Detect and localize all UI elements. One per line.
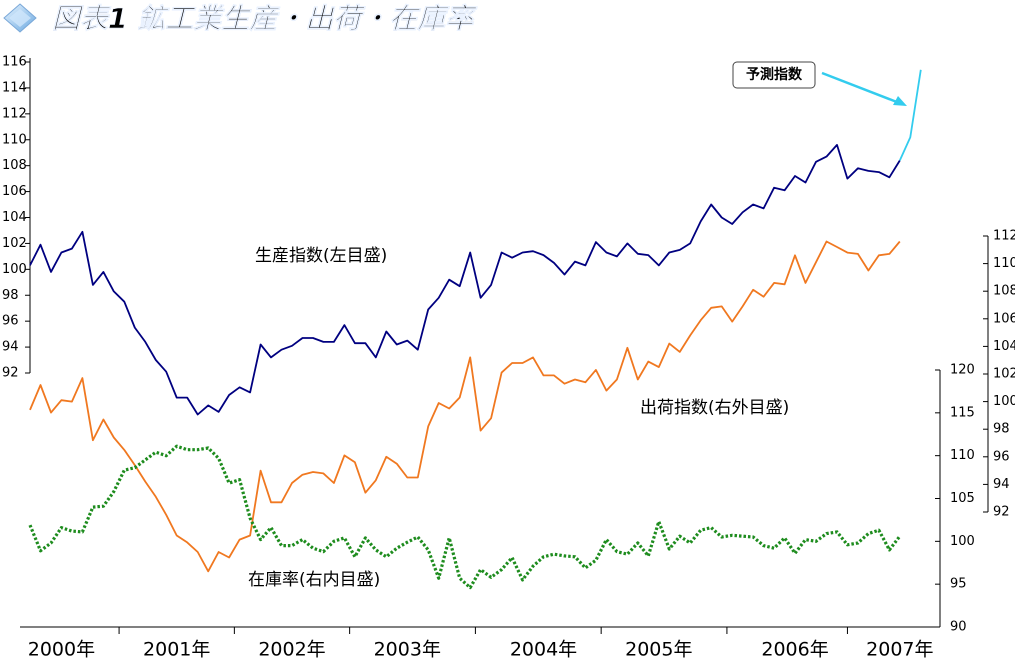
y-tick-label: 98	[2, 288, 19, 303]
y-tick-label: 110	[2, 132, 27, 147]
y-tick-label: 94	[2, 340, 19, 355]
y-tick-label: 92	[2, 366, 19, 381]
y-tick-label: 104	[2, 210, 27, 225]
y3-tick-label: 90	[950, 620, 967, 635]
y2-tick-label: 96	[993, 449, 1010, 464]
y2-tick-label: 108	[993, 284, 1015, 299]
y3-tick-label: 110	[950, 448, 975, 463]
y-tick-label: 114	[2, 80, 27, 95]
y3-tick-label: 105	[950, 491, 975, 506]
y-tick-label: 106	[2, 184, 27, 199]
x-tick-label: 2002年	[258, 639, 325, 661]
y3-tick-label: 115	[950, 405, 975, 420]
title-icon	[3, 3, 37, 33]
y-tick-label: 96	[2, 314, 19, 329]
x-tick-label: 2001年	[143, 639, 210, 661]
series-line	[29, 144, 901, 416]
y-tick-label: 116	[2, 55, 27, 70]
x-tick-label: 2006年	[761, 639, 828, 661]
annotation-arrow	[821, 71, 903, 106]
x-tick-label: 2003年	[374, 639, 441, 661]
y-tick-label: 100	[2, 262, 27, 277]
y-tick-label: 108	[2, 158, 27, 173]
y2-tick-label: 110	[993, 256, 1015, 271]
y2-tick-label: 106	[993, 311, 1015, 326]
y3-tick-label: 120	[950, 363, 975, 378]
y2-tick-label: 112	[993, 229, 1015, 244]
x-tick-label: 2005年	[625, 639, 692, 661]
y3-tick-label: 100	[950, 534, 975, 549]
series-line	[898, 69, 922, 161]
arrow-head	[893, 96, 907, 106]
chart-title: 図表1 鉱工業生産・出荷・在庫率	[52, 2, 478, 35]
y2-tick-label: 94	[993, 477, 1010, 492]
annotation-box	[732, 61, 816, 89]
y-tick-label: 102	[2, 236, 27, 251]
y2-tick-label: 100	[993, 394, 1015, 409]
x-tick-label: 2000年	[28, 639, 95, 661]
y2-tick-label: 98	[993, 422, 1010, 437]
x-tick-label: 2007年	[866, 639, 933, 661]
y-tick-label: 112	[2, 106, 27, 121]
forecast-annotation	[732, 61, 907, 106]
y2-tick-label: 92	[993, 505, 1010, 520]
y2-tick-label: 102	[993, 367, 1015, 382]
series-label: 在庫率(右内目盛)	[248, 570, 380, 590]
series-label: 出荷指数(右外目盛)	[640, 398, 789, 418]
x-tick-label: 2004年	[510, 639, 577, 661]
series-label: 生産指数(左目盛)	[255, 246, 387, 266]
y3-tick-label: 95	[950, 577, 967, 592]
series-line	[29, 240, 901, 573]
series-line	[28, 444, 902, 590]
annotation-label: 予測指数	[746, 66, 803, 83]
y2-tick-label: 104	[993, 339, 1015, 354]
